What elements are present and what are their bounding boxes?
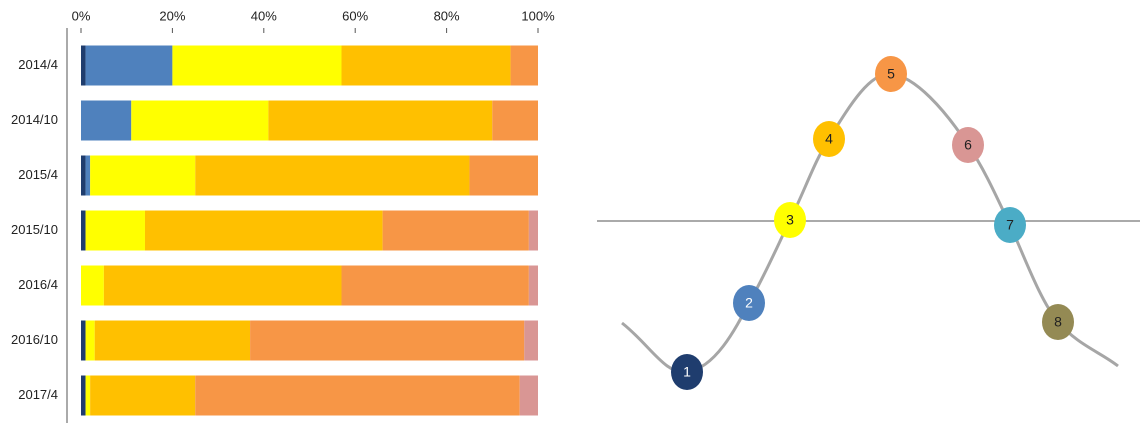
bar-segment (172, 45, 342, 86)
bar-segment (81, 100, 132, 141)
x-tick-label: 40% (251, 8, 277, 23)
y-tick-label: 2016/10 (11, 332, 58, 347)
bar-segment (250, 320, 525, 361)
bar-segment (524, 320, 538, 361)
bar-segment (341, 45, 511, 86)
bar-segment (94, 320, 251, 361)
bar-segment (341, 265, 529, 306)
node-label: 5 (887, 66, 895, 82)
node (875, 56, 907, 92)
bar-segment (492, 100, 538, 141)
bar-segment (195, 155, 470, 196)
bar-segment (81, 210, 86, 251)
bar-segment (90, 375, 196, 416)
bar-segment (382, 210, 529, 251)
node (813, 121, 845, 157)
x-tick-label: 0% (72, 8, 91, 23)
x-tick-label: 20% (159, 8, 185, 23)
bar-segment (131, 100, 269, 141)
y-tick-label: 2015/10 (11, 222, 58, 237)
bar-segment (85, 155, 91, 196)
bar-segment (81, 155, 86, 196)
node-label: 2 (745, 295, 753, 311)
bar-segment (103, 265, 342, 306)
bar-segment (469, 155, 538, 196)
bar-segment (81, 45, 86, 86)
y-tick-label: 2014/4 (18, 57, 58, 72)
bar-segment (81, 320, 86, 361)
node (733, 285, 765, 321)
node (774, 202, 806, 238)
bar-segment (268, 100, 493, 141)
node (952, 127, 984, 163)
bar-segment (85, 45, 173, 86)
bar-segment (90, 155, 196, 196)
node-label: 7 (1006, 217, 1014, 233)
y-tick-label: 2015/4 (18, 167, 58, 182)
bar-segment (81, 375, 86, 416)
bar-segment (528, 210, 538, 251)
x-tick-label: 80% (434, 8, 460, 23)
node (1042, 304, 1074, 340)
curve (621, 72, 1119, 374)
node-label: 1 (683, 364, 691, 380)
node-label: 3 (786, 212, 794, 228)
x-tick-label: 100% (521, 8, 555, 23)
bar-segment (519, 375, 538, 416)
bar-segment (85, 210, 145, 251)
bar-segment (144, 210, 383, 251)
node-label: 8 (1054, 314, 1062, 330)
y-tick-label: 2017/4 (18, 387, 58, 402)
bar-segment (85, 375, 91, 416)
y-tick-label: 2016/4 (18, 277, 58, 292)
bar-segment (85, 320, 95, 361)
node (671, 354, 703, 390)
bar-segment (81, 265, 104, 306)
y-tick-label: 2014/10 (11, 112, 58, 127)
bar-segment (195, 375, 520, 416)
bar-segment (528, 265, 538, 306)
node-label: 4 (825, 131, 833, 147)
node-label: 6 (964, 137, 972, 153)
node (994, 207, 1026, 243)
x-tick-label: 60% (342, 8, 368, 23)
bar-segment (510, 45, 538, 86)
